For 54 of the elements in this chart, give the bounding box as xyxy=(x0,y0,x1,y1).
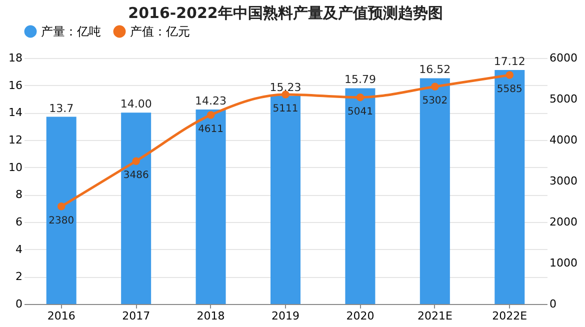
y-tick-label: 6 xyxy=(16,216,22,228)
y2-tick-label: 5000 xyxy=(550,92,578,106)
y-tick-label: 2 xyxy=(16,270,22,284)
data-label: 15.23 xyxy=(270,80,302,94)
x-tick-label: 2017 xyxy=(122,310,150,322)
data-label: 13.7 xyxy=(49,102,74,115)
y2-tick-label: 2000 xyxy=(550,216,578,228)
data-label: 5585 xyxy=(496,84,522,96)
x-tick-label: 2021E xyxy=(417,310,452,322)
legend-label: 产量：亿吨 xyxy=(41,24,101,39)
y-tick-label: 12 xyxy=(8,134,22,146)
x-tick-label: 2016 xyxy=(47,310,76,322)
data-label: 5302 xyxy=(422,96,448,107)
y-tick-label: 18 xyxy=(8,52,22,64)
data-label: 3486 xyxy=(123,170,149,182)
y-tick-label: 4 xyxy=(16,242,22,256)
x-tick-label: 2020 xyxy=(346,310,374,322)
y2-tick-label: 3000 xyxy=(550,174,578,188)
bar xyxy=(46,116,76,304)
point xyxy=(206,111,215,119)
y2-tick-label: 1000 xyxy=(550,256,578,270)
data-label: 5111 xyxy=(272,103,298,114)
point xyxy=(356,93,364,102)
y-tick-label: 14 xyxy=(8,106,22,120)
legend-label: 产值：亿元 xyxy=(130,24,190,39)
data-label: 5041 xyxy=(347,106,373,118)
data-label: 14.23 xyxy=(195,94,227,108)
data-label: 2380 xyxy=(48,215,74,226)
y2-tick-label: 6000 xyxy=(550,52,578,64)
x-tick-label: 2022E xyxy=(492,310,528,322)
data-label: 4611 xyxy=(198,124,224,135)
point xyxy=(57,202,66,210)
bar xyxy=(121,112,152,304)
bar xyxy=(345,88,376,304)
y-tick-label: 0 xyxy=(16,298,22,310)
y2-tick-label: 4000 xyxy=(550,134,578,146)
data-label: 15.79 xyxy=(344,73,376,86)
y-tick-label: 16 xyxy=(8,78,22,92)
bar xyxy=(494,70,525,304)
x-tick-label: 2019 xyxy=(272,310,300,322)
point xyxy=(431,82,439,90)
bar xyxy=(420,78,450,304)
point xyxy=(506,71,514,79)
bar xyxy=(196,110,226,304)
y2-tick-label: 0 xyxy=(550,298,556,310)
data-label: 16.52 xyxy=(419,63,451,76)
bar xyxy=(270,96,300,304)
chart-title: 2016-2022年中国熟料产量及产值预测趋势图 xyxy=(128,4,443,22)
point xyxy=(132,157,140,165)
y-tick-label: 10 xyxy=(8,160,22,174)
y-tick-label: 8 xyxy=(16,188,22,202)
data-label: 17.12 xyxy=(494,55,526,68)
x-tick-label: 2018 xyxy=(196,310,225,322)
data-label: 14.00 xyxy=(120,98,152,111)
